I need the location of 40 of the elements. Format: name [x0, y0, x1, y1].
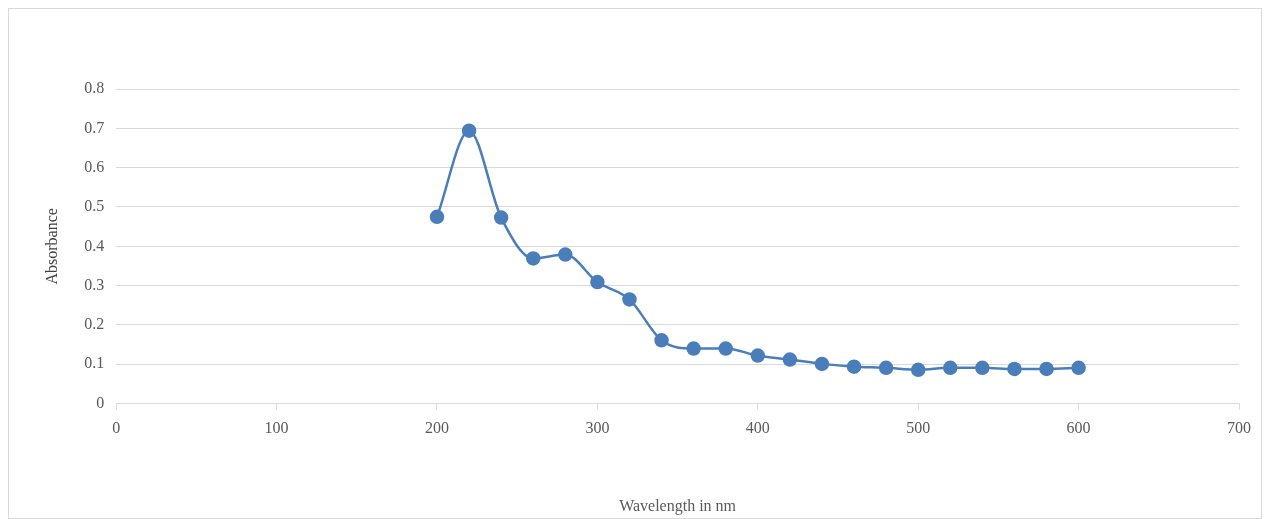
x-axis-title: Wavelength in nm — [619, 496, 737, 515]
point — [846, 359, 862, 374]
point — [1071, 360, 1086, 376]
y-tick-label: 0.1 — [84, 354, 105, 372]
point — [814, 356, 830, 372]
x-tick-label: 200 — [425, 419, 449, 437]
x-tick-label: 400 — [745, 419, 770, 437]
x-tick-label: 500 — [906, 419, 931, 437]
point — [461, 123, 477, 138]
y-tick-label: 0.8 — [84, 79, 105, 97]
point — [622, 292, 637, 307]
y-tick-label: 0.2 — [84, 315, 105, 333]
y-tick-label: 0 — [96, 393, 105, 411]
y-tick-label: 0.3 — [84, 275, 105, 293]
point — [910, 362, 926, 378]
point — [878, 360, 894, 376]
point — [718, 341, 733, 356]
y-axis-title: Absorbance — [42, 208, 60, 285]
point — [686, 341, 701, 356]
y-tick-label: 0.4 — [84, 236, 105, 254]
point — [1007, 361, 1022, 377]
point — [782, 352, 798, 367]
point — [558, 247, 573, 262]
x-tick-label: 100 — [264, 419, 289, 437]
point — [429, 209, 445, 225]
point — [590, 274, 605, 290]
x-tick-label: 0 — [112, 419, 121, 437]
y-tick-label: 0.7 — [84, 118, 105, 136]
point — [525, 251, 541, 266]
point — [1039, 361, 1054, 377]
point — [493, 210, 509, 225]
point — [654, 333, 669, 348]
point — [975, 360, 990, 376]
x-tick-label: 300 — [585, 419, 610, 437]
point — [750, 348, 766, 363]
y-tick-label: 0.5 — [84, 197, 105, 215]
point — [943, 360, 958, 376]
y-tick-label: 0.6 — [84, 157, 105, 175]
x-tick-label: 700 — [1227, 419, 1251, 437]
x-tick-label: 600 — [1066, 419, 1091, 437]
